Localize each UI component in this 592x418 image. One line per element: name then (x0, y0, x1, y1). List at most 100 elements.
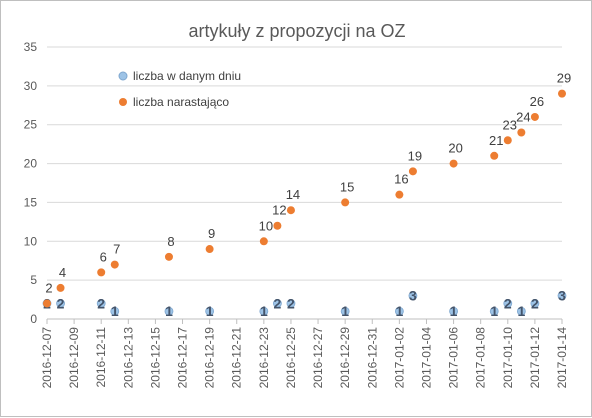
x-tick-label: 2016-12-23 (257, 327, 271, 389)
data-label-daily: 2 (57, 295, 65, 311)
data-label-cumulative: 16 (394, 172, 408, 187)
data-label-cumulative: 23 (503, 117, 517, 132)
y-tick-label: 25 (24, 118, 38, 132)
series-daily: 222111122113112123 (42, 288, 567, 319)
point-daily (408, 291, 418, 301)
point-daily (340, 306, 350, 316)
point-daily (286, 299, 296, 308)
x-tick-label: 2016-12-21 (230, 327, 244, 389)
data-label-cumulative: 12 (272, 203, 286, 218)
point-cumulative (408, 167, 417, 176)
data-label-cumulative: 26 (530, 94, 544, 109)
data-label-cumulative: 20 (448, 141, 462, 156)
data-label-daily: 2 (273, 295, 281, 311)
point-daily (110, 306, 120, 316)
point-cumulative (164, 252, 173, 261)
x-tick-label: 2016-12-15 (148, 327, 162, 389)
data-label-cumulative: 9 (208, 226, 215, 241)
point-cumulative (110, 260, 119, 269)
x-tick-label: 2017-01-02 (392, 327, 406, 389)
point-daily (96, 299, 106, 308)
x-tick-label: 2017-01-12 (528, 327, 542, 389)
data-label-cumulative: 7 (113, 242, 120, 257)
data-label-daily: 1 (517, 303, 525, 319)
point-cumulative (56, 283, 65, 292)
x-tick-label: 2017-01-14 (555, 327, 569, 389)
x-tick-label: 2016-12-31 (365, 327, 379, 389)
data-label-cumulative: 19 (408, 148, 422, 163)
y-tick-label: 15 (24, 195, 38, 209)
x-tick-label: 2016-12-19 (203, 327, 217, 389)
data-label-daily: 2 (531, 295, 539, 311)
point-cumulative (530, 112, 539, 121)
x-tick-label: 2016-12-17 (176, 327, 190, 389)
data-label-cumulative: 6 (100, 249, 107, 264)
point-daily (503, 299, 513, 308)
x-tick-label: 2017-01-06 (447, 327, 461, 389)
data-label-daily: 1 (165, 303, 173, 319)
data-label-daily: 1 (450, 303, 458, 319)
legend-marker-daily (118, 71, 128, 81)
point-daily (56, 299, 65, 308)
x-tick-label: 2017-01-08 (474, 327, 488, 389)
point-cumulative (395, 190, 404, 199)
data-label-daily: 1 (341, 303, 349, 319)
point-cumulative (259, 237, 268, 246)
point-daily (489, 306, 499, 316)
data-label-daily: 1 (111, 303, 119, 319)
data-label-daily: 2 (97, 295, 105, 311)
x-tick-label: 2016-12-09 (67, 327, 81, 389)
x-tick-label: 2017-01-10 (501, 327, 515, 389)
point-cumulative (286, 206, 295, 215)
x-tick-label: 2016-12-11 (94, 327, 108, 388)
data-label-cumulative: 29 (557, 71, 571, 86)
legend: liczba w danym dniu liczba narastająco (118, 69, 241, 109)
data-label-daily: 1 (260, 303, 268, 319)
data-label-daily: 2 (287, 295, 295, 311)
data-label-daily: 1 (395, 303, 403, 319)
point-daily (530, 299, 540, 308)
y-tick-label: 0 (30, 312, 37, 326)
data-label-cumulative: 14 (286, 187, 300, 202)
point-cumulative (517, 128, 526, 137)
legend-marker-cumulative (119, 98, 127, 106)
point-cumulative (273, 221, 282, 230)
data-label-daily: 1 (490, 303, 498, 319)
point-daily (557, 291, 567, 301)
point-cumulative (97, 268, 106, 277)
point-cumulative (341, 198, 350, 207)
x-tick-label: 2016-12-29 (338, 327, 352, 389)
data-label-cumulative: 24 (516, 109, 530, 124)
data-label-cumulative: 10 (259, 218, 273, 233)
y-tick-label: 35 (24, 40, 38, 54)
point-daily (516, 306, 526, 316)
x-tick-label: 2016-12-27 (311, 327, 325, 389)
x-tick-label: 2016-12-07 (40, 327, 54, 389)
point-daily (205, 306, 215, 316)
y-tick-label: 30 (24, 79, 38, 93)
point-cumulative (449, 159, 458, 168)
data-label-cumulative: 4 (59, 265, 66, 280)
chart-title: artykuły z propozycji na OZ (188, 21, 405, 41)
legend-label-daily: liczba w danym dniu (133, 69, 241, 83)
data-label-daily: 3 (409, 288, 417, 304)
data-label-daily: 3 (558, 288, 566, 304)
x-axis: 2016-12-07 2016-12-09 2016-12-11 2016-12-13… (40, 318, 569, 389)
point-daily (272, 299, 282, 308)
x-tick-label: 2016-12-25 (284, 327, 298, 389)
point-daily (449, 306, 458, 316)
x-tick-label: 2016-12-13 (121, 327, 135, 389)
legend-label-cumulative: liczba narastająco (133, 95, 229, 109)
data-label-cumulative: 8 (167, 234, 174, 249)
point-daily (259, 306, 269, 316)
point-cumulative (490, 151, 499, 160)
data-label-cumulative: 2 (45, 280, 52, 295)
y-tick-label: 5 (30, 273, 37, 287)
point-cumulative (43, 299, 51, 308)
y-axis: 0 5 10 15 20 25 30 35 (24, 40, 38, 326)
data-label-cumulative: 15 (340, 179, 354, 194)
point-daily (164, 306, 174, 316)
point-cumulative (558, 89, 566, 98)
